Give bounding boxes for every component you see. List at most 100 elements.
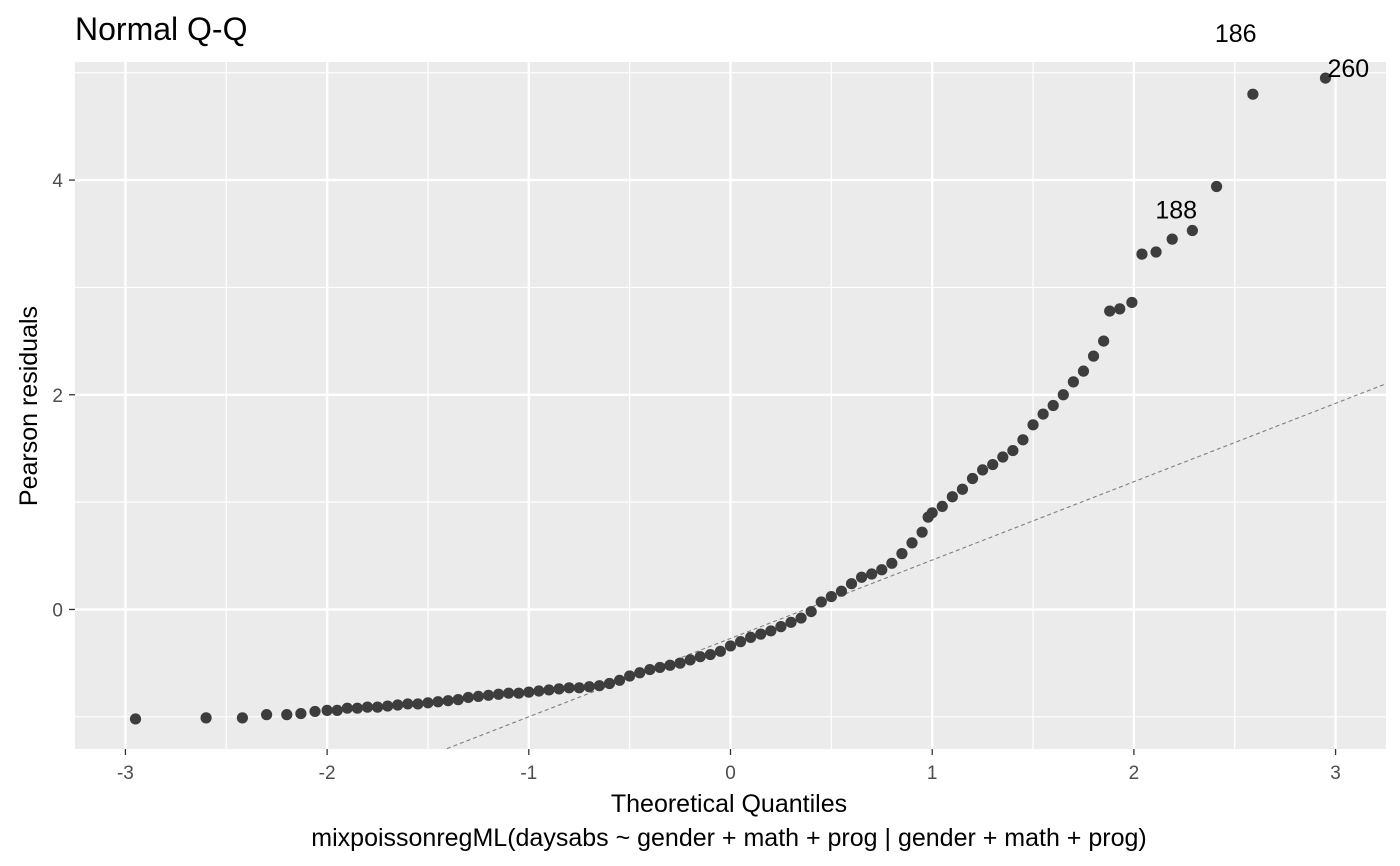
data-point: [281, 709, 293, 721]
data-point: [533, 685, 545, 697]
data-point: [371, 701, 384, 713]
point-label: 186: [1215, 20, 1257, 48]
data-point: [694, 651, 706, 663]
data-point: [795, 612, 807, 624]
data-point: [654, 661, 666, 674]
data-point: [321, 704, 333, 716]
data-point: [412, 698, 424, 710]
data-point: [442, 695, 454, 707]
x-tick-label: 3: [1330, 763, 1341, 784]
data-point: [513, 687, 525, 699]
data-point: [1007, 444, 1019, 457]
data-point: [704, 648, 716, 661]
data-point: [1104, 305, 1116, 317]
data-point: [977, 464, 989, 476]
data-point: [1037, 408, 1049, 420]
data-point: [755, 628, 767, 640]
data-point: [674, 657, 686, 669]
data-point: [1210, 180, 1223, 193]
data-point: [402, 698, 414, 710]
chart-title: Normal Q-Q: [75, 11, 247, 47]
data-point: [200, 712, 212, 724]
data-point: [432, 696, 444, 708]
plot-panel: 260 186 188: [75, 20, 1386, 749]
x-axis-title: Theoretical Quantiles: [611, 790, 847, 818]
data-point: [946, 491, 958, 503]
y-tick-label: 0: [52, 600, 63, 621]
data-point: [644, 663, 656, 676]
x-tick-label: 1: [927, 763, 938, 784]
data-point: [482, 689, 495, 701]
data-point: [785, 616, 797, 628]
data-point: [503, 687, 515, 699]
data-point: [392, 699, 404, 711]
data-point: [1319, 72, 1332, 84]
data-point: [573, 682, 585, 694]
data-point: [563, 682, 575, 694]
data-point: [714, 645, 727, 657]
data-point: [775, 621, 787, 633]
data-point: [1126, 296, 1138, 309]
axis-ticks: -3 -2 -1 0 1 2 3 0 2 4: [52, 171, 1340, 784]
qq-reference-line: [444, 383, 1386, 749]
data-point: [613, 674, 626, 686]
data-point: [664, 659, 676, 671]
data-point: [987, 458, 999, 471]
data-point: [1057, 389, 1069, 401]
data-point: [382, 700, 394, 712]
data-point: [825, 590, 837, 603]
data-point: [261, 709, 273, 721]
data-point: [583, 681, 595, 693]
x-axis-caption: mixpoissonregML(daysabs ~ gender + math …: [311, 824, 1146, 852]
data-point: [1114, 303, 1126, 315]
data-point: [906, 537, 918, 549]
data-point: [543, 684, 555, 696]
data-point: [422, 697, 434, 709]
data-point: [916, 526, 928, 538]
data-point: [1027, 419, 1039, 431]
data-point: [634, 667, 646, 679]
data-point: [745, 631, 757, 643]
data-point: [926, 507, 938, 519]
data-point: [593, 680, 606, 692]
data-point: [1047, 399, 1059, 412]
data-point: [1098, 335, 1110, 347]
point-label: 188: [1155, 197, 1197, 225]
y-tick-label: 2: [52, 386, 63, 407]
data-point: [1150, 246, 1162, 258]
data-point: [765, 625, 777, 637]
y-axis-title: Pearson residuals: [15, 306, 43, 506]
data-point: [856, 571, 868, 583]
data-point: [835, 585, 848, 597]
data-point: [1017, 434, 1029, 446]
data-point: [805, 606, 817, 618]
y-tick-label: 4: [52, 171, 63, 192]
data-point: [603, 677, 616, 690]
data-point: [724, 640, 737, 652]
data-point: [1067, 376, 1079, 388]
data-point: [309, 705, 321, 718]
data-point: [553, 683, 565, 695]
data-point: [886, 557, 898, 569]
data-point: [956, 483, 969, 495]
data-point: [523, 686, 535, 698]
data-point: [1166, 233, 1178, 245]
data-point: [492, 688, 505, 700]
x-tick-label: -1: [520, 763, 537, 784]
data-point: [845, 578, 858, 590]
data-point: [896, 548, 908, 560]
data-point: [876, 564, 888, 576]
data-point: [361, 701, 374, 713]
data-point: [1186, 224, 1198, 237]
x-tick-label: -2: [319, 763, 336, 784]
x-tick-label: 0: [725, 763, 736, 784]
data-point: [997, 451, 1009, 463]
data-point: [1077, 365, 1090, 377]
point-label: 260: [1327, 55, 1369, 83]
x-tick-label: 2: [1129, 763, 1140, 784]
data-point: [341, 702, 353, 714]
data-point: [129, 713, 142, 725]
data-point: [815, 596, 827, 608]
data-point: [866, 568, 878, 580]
